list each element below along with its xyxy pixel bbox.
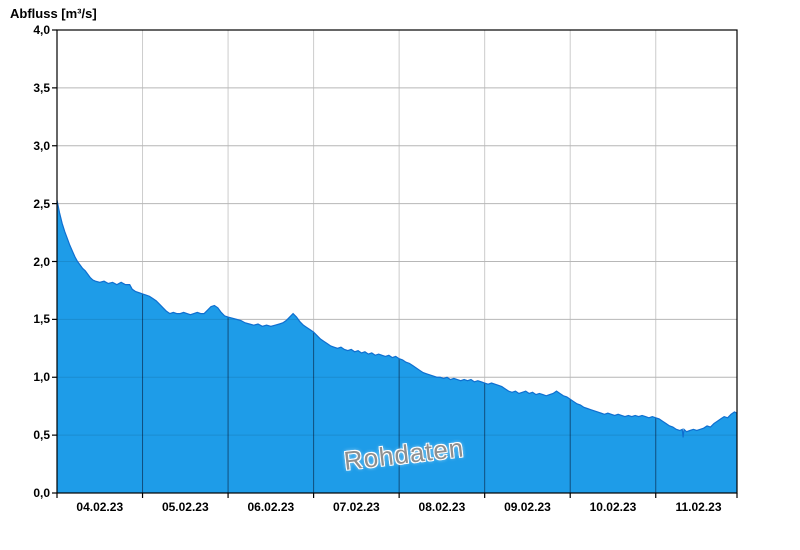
y-tick-label: 1,5 (33, 312, 50, 327)
y-tick-label: 3,0 (33, 138, 50, 153)
x-tick-label: 05.02.23 (161, 500, 209, 514)
x-tick-label: 08.02.23 (418, 500, 466, 514)
x-tick-label: 06.02.23 (247, 500, 295, 514)
y-tick-label: 0,5 (33, 428, 50, 443)
area-fill (57, 200, 737, 493)
y-tick-label: 1,0 (33, 370, 50, 385)
y-tick-label: 2,5 (33, 196, 50, 211)
x-tick-label: 04.02.23 (76, 500, 124, 514)
x-tick-label: 09.02.23 (504, 500, 551, 514)
series-outline (56, 200, 738, 438)
x-tick-label: 07.02.23 (333, 500, 380, 514)
y-tick-label: 0,0 (33, 486, 50, 500)
y-tick-label: 4,0 (33, 23, 50, 37)
y-tick-label: 3,5 (33, 80, 50, 95)
y-tick-label: 2,0 (33, 254, 50, 269)
chart-title: Abfluss [m³/s] (10, 6, 97, 21)
x-tick-label: 11.02.23 (675, 500, 722, 514)
x-tick-label: 10.02.23 (589, 500, 637, 514)
